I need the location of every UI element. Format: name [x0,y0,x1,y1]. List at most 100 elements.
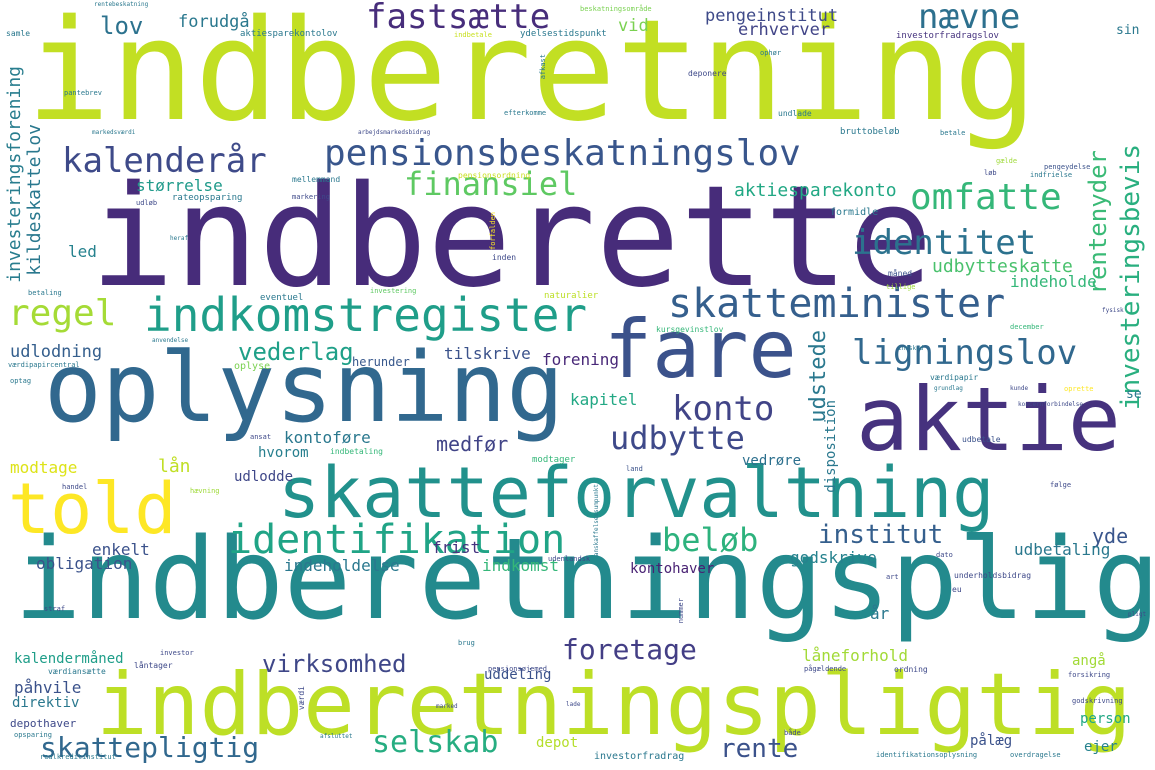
cloud-word: udløb [136,199,158,207]
cloud-word: depot [536,735,579,751]
cloud-word: ligningslov [852,333,1078,373]
cloud-word: ophør [760,49,782,57]
cloud-word: investor [160,649,194,657]
cloud-word: indberetningspligt [14,515,1155,645]
cloud-word: størrelse [136,176,223,195]
cloud-word: indberetning [26,0,1038,153]
cloud-word: lån [158,456,191,477]
cloud-word: kursgevinstlov [656,325,724,334]
cloud-word: foretage [562,633,697,666]
cloud-word: mellemmand [292,175,341,184]
cloud-word: identitet [852,223,1037,263]
cloud-word: told [8,468,177,550]
cloud-word: overdragelse [1010,751,1061,759]
cloud-word: vederlag [238,338,354,366]
cloud-word: indeholdelse [284,556,400,575]
cloud-word: udenlandsk [548,555,591,563]
cloud-word: afkast [539,54,547,80]
cloud-word: udbytte [610,419,745,457]
cloud-word: underholdsbidrag [954,571,1032,580]
cloud-word: låneforhold [802,646,908,665]
cloud-word: skatteminister [668,281,1006,327]
cloud-word: indkomst [482,556,560,575]
cloud-word: markering [292,193,330,201]
cloud-word: måned [888,269,913,278]
cloud-word: udlodde [234,469,294,485]
cloud-word: år [870,604,890,623]
cloud-word: land [626,465,643,473]
cloud-word: oprette [1064,385,1094,393]
cloud-word: sin [1116,23,1140,38]
cloud-word: person [1080,711,1131,727]
cloud-word: oplysning [44,332,565,444]
cloud-word: gælde [996,157,1018,165]
cloud-word: kildeskattelov [24,124,45,276]
cloud-word: fastsætte [366,0,551,37]
cloud-word: regel [8,293,117,334]
cloud-word: straf [44,605,66,613]
cloud-word: skattepligtig [40,731,260,764]
cloud-word: led [68,242,97,261]
cloud-word: kontoføre [284,428,371,447]
cloud-word: arbejdsmarkedsbidrag [358,129,431,136]
cloud-word: nummer [677,598,685,624]
cloud-word: værdipapir [930,373,979,382]
cloud-word: udbytteskatte [932,256,1073,277]
cloud-word: investorfradrag [594,751,685,762]
cloud-word: fysisk [1102,307,1124,314]
cloud-word: selskab [372,725,499,760]
cloud-word: pågældende [804,665,847,673]
cloud-word: skatteforvaltning [278,452,995,534]
cloud-word: anskaffelsessumpunkt [593,484,600,557]
cloud-word: indbetale [454,31,492,39]
cloud-word: erhverver [738,20,831,40]
cloud-word: aktiesparekontolov [240,29,338,39]
cloud-word: eventuel [260,293,304,303]
cloud-word: optag [10,377,32,385]
cloud-word: finansiel [404,165,578,203]
cloud-word: institut [818,520,944,550]
cloud-word: investering [370,287,417,295]
cloud-word: identifikation [228,517,566,563]
cloud-word: tilskrive [444,344,531,363]
cloud-word: aktiesparekonto [734,180,897,201]
cloud-word: rentebeskatning [94,1,149,8]
cloud-word: nævne [918,0,1021,37]
cloud-word: pålæg [970,733,1013,749]
cloud-word: tillige [886,283,916,291]
cloud-word: forudgå [178,12,250,32]
cloud-word: indeholde [1010,272,1097,291]
cloud-word: depothaver [10,717,77,730]
cloud-word: formidle [830,207,879,218]
cloud-word: december [1010,323,1044,331]
cloud-word: medfør [436,432,509,456]
cloud-word: grundlag [934,385,963,392]
cloud-word: udbetale [962,435,1001,444]
cloud-word: deponere [688,69,727,78]
cloud-word: følge [1050,481,1072,489]
cloud-word: løb [984,169,997,177]
cloud-word: lov [100,12,144,40]
cloud-word: kontohaver [630,561,715,577]
cloud-word: oplyse [234,361,271,372]
cloud-word: beløb [662,521,759,559]
cloud-word: lade [566,701,581,708]
cloud-word: modtager [532,455,576,465]
cloud-word: ansat [250,433,272,441]
cloud-word: indkomstregister [144,288,588,342]
cloud-word: kalendermåned [14,651,124,667]
cloud-word: vid [618,16,649,36]
cloud-word: godskrive [790,548,877,567]
cloud-word: indfrielse [1030,171,1073,179]
cloud-word: udlodning [10,342,103,362]
cloud-word: virksomhed [262,650,407,678]
cloud-word: se [1126,387,1142,402]
cloud-word: obligation [36,554,133,573]
cloud-word: kunde [1010,385,1029,392]
cloud-word: identifikationsoplysning [876,751,978,759]
cloud-word: investeringsforening [4,66,25,283]
cloud-word: markedsværdi [92,129,136,136]
cloud-word: samle [6,29,31,38]
cloud-word: udbetaling [1014,540,1111,559]
